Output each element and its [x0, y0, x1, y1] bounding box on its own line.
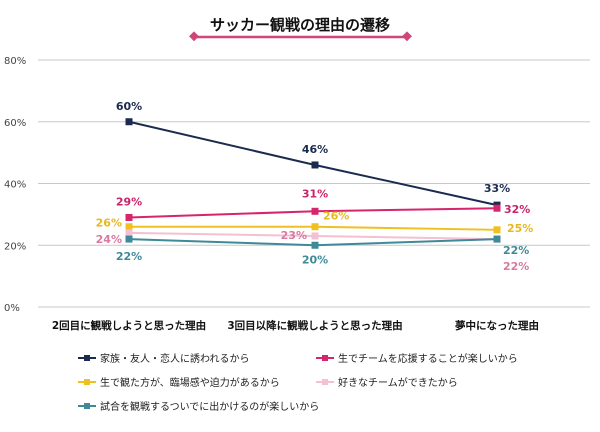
legend-marker: [84, 355, 90, 361]
data-label: 25%: [507, 222, 533, 235]
data-point: [493, 226, 501, 234]
legend-marker: [322, 355, 328, 361]
legend-label: 生で観た方が、臨場感や迫力があるから: [100, 376, 280, 389]
data-label: 26%: [96, 217, 122, 230]
series-line: [125, 235, 501, 249]
legend-item: 生で観た方が、臨場感や迫力があるから: [78, 376, 280, 389]
data-label: 22%: [116, 250, 142, 263]
data-point: [311, 241, 319, 249]
x-category-label: 3回目以降に観戦しようと思った理由: [227, 319, 402, 332]
series-line: [125, 204, 501, 221]
legend-item: 好きなチームができたから: [316, 376, 458, 389]
y-tick-label: 20%: [4, 241, 26, 252]
data-point: [493, 235, 501, 243]
series-line: [125, 223, 501, 234]
data-point: [493, 204, 501, 212]
y-tick-label: 0%: [4, 303, 20, 314]
data-point: [311, 232, 319, 240]
legend-marker: [322, 379, 328, 385]
legend-item: 生でチームを応援することが楽しいから: [316, 352, 518, 365]
x-category-label: 夢中になった理由: [455, 319, 539, 332]
data-label: 60%: [116, 100, 142, 113]
y-tick-label: 80%: [4, 56, 26, 67]
legend-label: 家族・友人・恋人に誘われるから: [100, 352, 250, 365]
data-label: 46%: [302, 143, 328, 156]
data-point: [125, 235, 133, 243]
data-point: [311, 223, 319, 231]
data-point: [125, 223, 133, 231]
data-label: 24%: [96, 233, 122, 246]
data-label: 23%: [281, 229, 307, 242]
legend-item: 試合を観戦するついでに出かけるのが楽しいから: [78, 400, 319, 413]
data-label: 22%: [503, 260, 529, 273]
data-label: 31%: [302, 187, 328, 200]
data-label: 22%: [503, 244, 529, 257]
legend-label: 生でチームを応援することが楽しいから: [338, 352, 518, 365]
data-point: [311, 161, 319, 169]
data-point: [125, 118, 133, 126]
legend-marker: [84, 379, 90, 385]
data-label: 29%: [116, 195, 142, 208]
data-label: 26%: [323, 210, 349, 223]
chart-title: サッカー観戦の理由の遷移: [210, 16, 390, 34]
data-label: 32%: [504, 203, 530, 216]
data-point: [125, 229, 133, 237]
x-category-label: 2回目に観戦しようと思った理由: [52, 319, 206, 332]
legend-item: 家族・友人・恋人に誘われるから: [78, 352, 250, 365]
legend-label: 好きなチームができたから: [338, 376, 458, 389]
legend-marker: [84, 403, 90, 409]
y-tick-label: 60%: [4, 118, 26, 129]
data-label: 20%: [302, 253, 328, 266]
data-point: [311, 207, 319, 215]
y-tick-label: 40%: [4, 180, 26, 191]
data-label: 33%: [484, 182, 510, 195]
data-point: [125, 213, 133, 221]
legend-label: 試合を観戦するついでに出かけるのが楽しいから: [100, 400, 319, 413]
